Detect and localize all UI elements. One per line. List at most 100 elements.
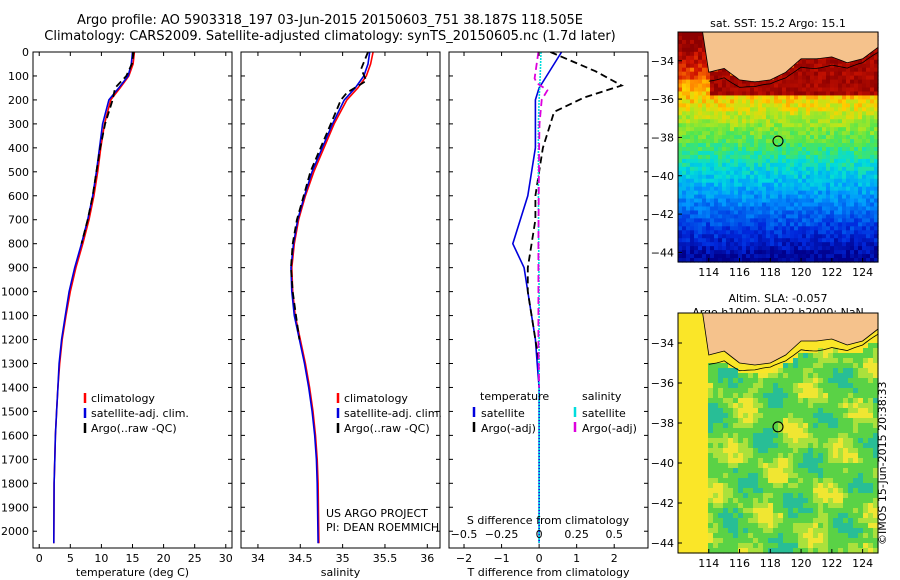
- sla-cell: [678, 498, 684, 504]
- sst-cell: [790, 246, 795, 251]
- sst-cell: [686, 35, 691, 41]
- sla-cell: [763, 463, 769, 469]
- sst-cell: [702, 123, 707, 128]
- sst-cell: [706, 194, 711, 200]
- sst-cell: [738, 143, 743, 148]
- sst-cell: [754, 218, 759, 223]
- sst-cell: [766, 123, 771, 128]
- sla-cell: [758, 513, 764, 519]
- sla-cell: [753, 498, 759, 504]
- sst-cell: [810, 79, 815, 85]
- sst-cell: [698, 214, 703, 219]
- sst-cell: [830, 107, 835, 112]
- sla-cell: [693, 413, 699, 419]
- sst-cell: [794, 258, 799, 263]
- sla-cell: [748, 533, 754, 539]
- sst-cell: [706, 103, 711, 108]
- sla-cell: [863, 453, 869, 459]
- sla-cell: [843, 433, 849, 439]
- sst-cell: [746, 186, 751, 192]
- sst-cell: [798, 206, 803, 212]
- sst-cell: [818, 150, 823, 156]
- sst-cell: [718, 250, 723, 255]
- sst-cell: [746, 198, 751, 204]
- sst-cell: [870, 194, 875, 200]
- sst-cell: [866, 214, 871, 219]
- sla-cell: [853, 468, 859, 474]
- sst-cell: [718, 83, 723, 89]
- sst-cell: [786, 139, 791, 144]
- sst-cell: [858, 198, 863, 204]
- sst-cell: [746, 119, 751, 124]
- sst-cell: [750, 238, 755, 243]
- sst-cell: [694, 32, 699, 37]
- sst-cell: [830, 218, 835, 223]
- sst-cell: [694, 226, 699, 231]
- sst-cell: [714, 143, 719, 148]
- sla-cell: [738, 493, 744, 499]
- sst-cell: [866, 87, 871, 93]
- sst-cell: [842, 222, 847, 227]
- sla-cell: [793, 463, 799, 469]
- sst-cell: [758, 238, 763, 243]
- sst-cell: [846, 111, 851, 116]
- sla-cell: [838, 348, 844, 354]
- sst-cell: [822, 194, 827, 200]
- sla-cell: [823, 548, 829, 554]
- sst-cell: [834, 79, 839, 85]
- sst-cell: [702, 178, 707, 184]
- sla-cell: [748, 463, 754, 469]
- sla-cell: [773, 438, 779, 444]
- sla-cell: [768, 438, 774, 444]
- sla-cell: [688, 468, 694, 474]
- sst-cell: [830, 214, 835, 219]
- sst-cell: [754, 127, 759, 132]
- sst-cell: [742, 226, 747, 231]
- sla-cell: [778, 458, 784, 464]
- sst-cell: [826, 246, 831, 251]
- sst-cell: [746, 178, 751, 184]
- sla-cell: [708, 418, 714, 424]
- sst-cell: [742, 190, 747, 196]
- sla-cell: [718, 388, 724, 394]
- sst-cell: [694, 87, 699, 93]
- sst-cell: [846, 194, 851, 200]
- sst-cell: [866, 226, 871, 231]
- sst-cell: [830, 59, 835, 65]
- sst-cell: [722, 222, 727, 227]
- sst-cell: [734, 170, 739, 176]
- sst-cell: [718, 210, 723, 216]
- sst-cell: [786, 91, 791, 97]
- sst-cell: [714, 158, 719, 164]
- sst-cell: [798, 258, 803, 263]
- sla-cell: [828, 338, 834, 344]
- sla-cell: [698, 343, 704, 349]
- sst-cell: [782, 87, 787, 93]
- sla-cell: [838, 453, 844, 459]
- sla-cell: [773, 358, 779, 364]
- sla-cell: [743, 468, 749, 474]
- sla-cell: [803, 443, 809, 449]
- sla-cell: [828, 368, 834, 374]
- sst-cell: [734, 258, 739, 263]
- sst-cell: [826, 186, 831, 192]
- sst-cell: [698, 71, 703, 77]
- sla-cell: [833, 528, 839, 534]
- sla-cell: [748, 413, 754, 419]
- sst-cell: [750, 246, 755, 251]
- sla-cell: [853, 533, 859, 539]
- sla-cell: [683, 488, 689, 494]
- sst-cell: [774, 95, 779, 101]
- sst-cell: [838, 79, 843, 85]
- sst-cell: [754, 99, 759, 104]
- sst-cell: [694, 135, 699, 140]
- sst-cell: [854, 147, 859, 152]
- sst-cell: [802, 127, 807, 132]
- sst-cell: [874, 226, 879, 231]
- sst-cell: [686, 71, 691, 77]
- sla-cell: [678, 408, 684, 414]
- sst-cell: [786, 210, 791, 216]
- sla-cell: [783, 493, 789, 499]
- sst-cell: [694, 190, 699, 196]
- sst-cell: [810, 226, 815, 231]
